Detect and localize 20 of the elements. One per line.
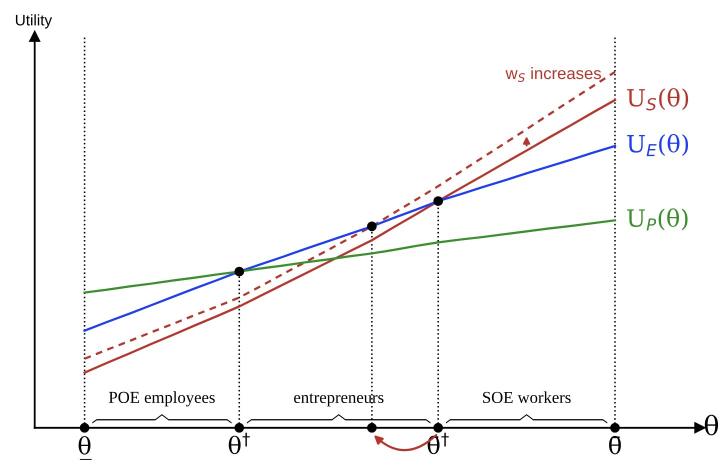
series-label: U$_{S}$(θ) (627, 88, 688, 110)
series-label: U$_{E}$(θ) (627, 134, 688, 156)
x-tick-label: θ̲ (78, 436, 92, 460)
point (234, 266, 244, 276)
point (367, 422, 377, 433)
x-axis-title: θ (704, 414, 718, 436)
annotation: w$_{S}$ increases (506, 66, 601, 82)
annotation: POE employees (108, 391, 215, 406)
point (433, 196, 444, 206)
annotation: entrepreneurs (294, 394, 384, 406)
point (80, 422, 90, 433)
point (234, 422, 244, 433)
y-axis-title: Utility (16, 14, 52, 29)
point (367, 222, 377, 232)
x-tick-label: θ̄ (609, 436, 621, 454)
series-label: U$_{P}$(θ) (627, 208, 688, 230)
x-tick-label: θ$^{†}$ (228, 432, 250, 454)
point (610, 422, 620, 433)
point (433, 422, 444, 433)
annotation: SOE workers (483, 391, 571, 404)
